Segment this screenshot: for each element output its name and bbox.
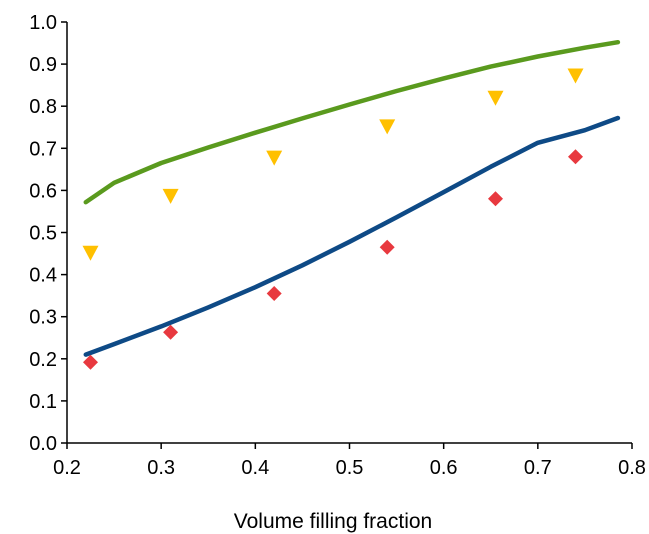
series-line-0	[83, 39, 621, 205]
y-tick-label: 0.4	[29, 265, 57, 287]
y-tick-label: 0.0	[29, 433, 57, 455]
diamond-point	[266, 286, 282, 301]
diamond-point	[379, 239, 395, 255]
axes-layer	[66, 22, 632, 444]
y-tick-label: 0.2	[29, 349, 57, 371]
x-tick-label: 0.4	[241, 457, 269, 479]
triangle-point	[487, 90, 504, 106]
y-tick-label: 0.6	[29, 180, 57, 202]
x-tick-label: 0.7	[524, 457, 552, 479]
x-axis-title: Volume filling fraction	[234, 510, 432, 533]
y-tick-label: 1.0	[29, 12, 57, 34]
y-tick-label: 0.3	[29, 307, 57, 329]
x-tick-label: 0.3	[147, 457, 175, 479]
series-line-1	[83, 115, 621, 357]
diamond-point	[568, 149, 583, 165]
triangle-point	[379, 119, 396, 135]
y-tick-label: 0.8	[29, 96, 57, 118]
triangle-point	[162, 188, 179, 204]
ticks-layer: 0.0 0.1 0.2 0.3 0.4 0.5 0.6 0.7 0.8 0.9 1.0 0.2 0.3 0…	[29, 12, 646, 479]
x-tick-label: 0.6	[430, 457, 458, 479]
diamond-point	[163, 324, 179, 340]
diamond-point	[83, 354, 98, 370]
x-tick-label: 0.5	[336, 457, 364, 479]
y-tick-label: 0.1	[29, 391, 57, 413]
x-tick-label: 0.2	[53, 457, 81, 479]
diamond-point	[488, 191, 503, 207]
x-tick-label: 0.8	[618, 457, 646, 479]
series-layer	[82, 39, 621, 370]
y-tick-label: 0.7	[29, 138, 57, 160]
triangle-point	[567, 68, 584, 84]
triangle-point	[266, 150, 283, 166]
y-tick-label: 0.5	[29, 223, 57, 245]
triangle-point	[82, 245, 99, 261]
y-tick-label: 0.9	[29, 54, 57, 76]
